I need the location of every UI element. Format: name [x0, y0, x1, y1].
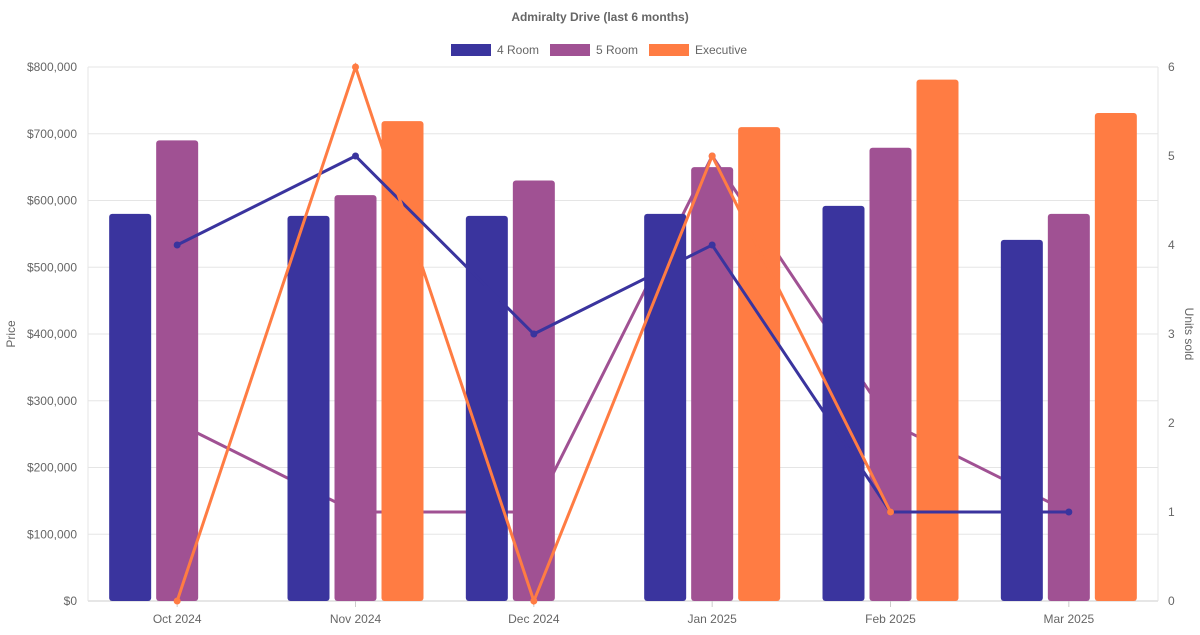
bar-4-room [287, 215, 330, 602]
legend-label: 4 Room [497, 43, 539, 57]
point-executive [708, 152, 716, 160]
chart-title: Admiralty Drive (last 6 months) [511, 10, 688, 24]
bar-4-room [109, 213, 152, 601]
legend-label: 5 Room [596, 43, 638, 57]
bar-executive [1094, 113, 1137, 602]
line-4-room [176, 154, 1069, 514]
point-4-room [1065, 508, 1073, 516]
y-tick-label: $600,000 [27, 194, 77, 208]
bar-5-room [869, 147, 912, 601]
point-4-room [530, 330, 538, 338]
point-executive [352, 63, 359, 71]
legend: 4 Room 5 Room Executive [451, 43, 747, 57]
y-tick-label: $800,000 [27, 60, 77, 74]
bar-4-room [465, 215, 508, 602]
y-tick-label: $400,000 [27, 327, 77, 341]
point-4-room [173, 241, 181, 249]
bar-executive [916, 79, 959, 602]
bar-executive [381, 121, 424, 601]
legend-swatch [550, 44, 590, 56]
bar-4-room [1000, 239, 1043, 601]
bar-5-room [156, 140, 199, 602]
y2-tick-label: 3 [1168, 327, 1175, 341]
y-tick-label: $500,000 [27, 260, 77, 274]
bar-5-room [334, 195, 377, 601]
bar-5-room [1047, 213, 1090, 601]
legend-label: Executive [695, 43, 747, 57]
x-tick-label: Nov 2024 [330, 612, 382, 626]
y2-tick-label: 6 [1168, 60, 1175, 74]
y2-tick-label: 4 [1168, 238, 1175, 252]
point-executive [530, 597, 538, 605]
y-tick-label: $200,000 [27, 461, 77, 475]
y2-tick-label: 5 [1168, 149, 1175, 163]
y2-axis-label: Units sold [1182, 308, 1196, 361]
x-tick-label: Dec 2024 [508, 612, 560, 626]
y-tick-label: $0 [64, 594, 78, 608]
point-executive [887, 508, 894, 516]
legend-swatch [451, 44, 491, 56]
point-4-room [708, 241, 716, 249]
y-tick-label: $700,000 [27, 127, 77, 141]
x-tick-label: Feb 2025 [865, 612, 916, 626]
y-axis-label: Price [4, 320, 18, 348]
bar-4-room [644, 213, 687, 601]
bar-executive [738, 127, 781, 601]
x-tick-label: Mar 2025 [1043, 612, 1094, 626]
y-tick-label: $300,000 [27, 394, 77, 408]
point-4-room [352, 152, 359, 160]
y2-tick-label: 0 [1168, 594, 1175, 608]
point-executive [173, 597, 181, 605]
x-tick-label: Oct 2024 [153, 612, 202, 626]
bar-5-room [691, 167, 734, 601]
bar-5-room [512, 180, 555, 601]
bar-4-room [822, 205, 865, 601]
y2-tick-label: 1 [1168, 505, 1175, 519]
y-tick-label: $100,000 [27, 527, 77, 541]
y2-tick-label: 2 [1168, 416, 1175, 430]
x-tick-label: Jan 2025 [687, 612, 737, 626]
legend-swatch [649, 44, 689, 56]
